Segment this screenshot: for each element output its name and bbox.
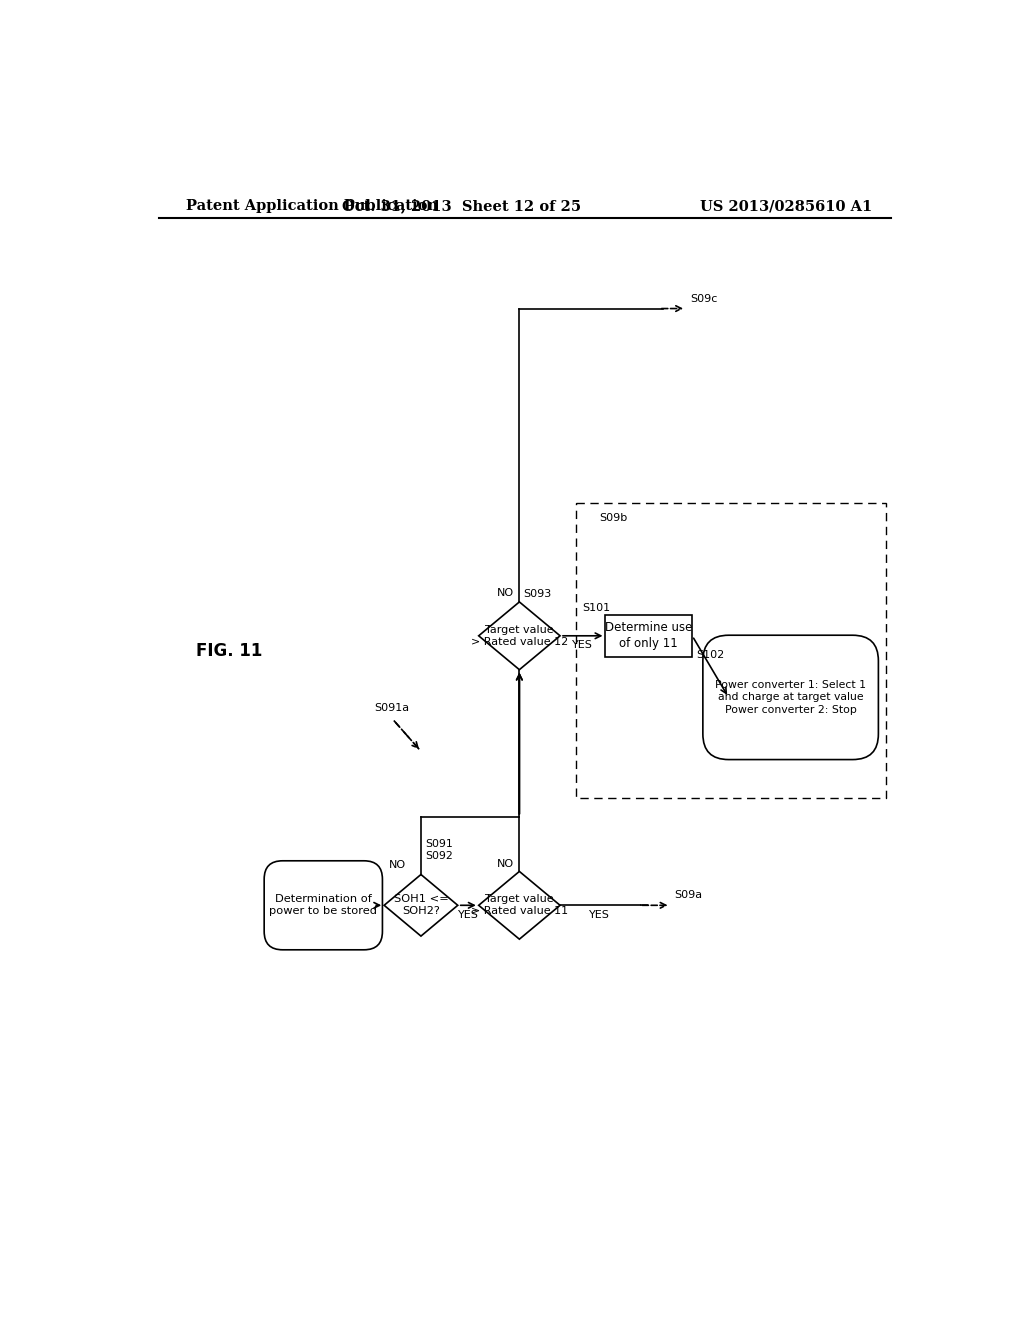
Text: Power converter 1: Select 1
and charge at target value
Power converter 2: Stop: Power converter 1: Select 1 and charge a… [715,680,866,715]
Bar [605,615,692,657]
Text: Oct. 31, 2013  Sheet 12 of 25: Oct. 31, 2013 Sheet 12 of 25 [342,199,581,213]
Text: S101: S101 [583,603,610,614]
Bar [575,503,886,797]
Text: S09b: S09b [599,512,628,523]
Text: Target value
> Rated value 11: Target value > Rated value 11 [471,894,568,916]
Text: NO: NO [497,587,514,598]
Text: YES: YES [590,909,610,920]
Text: S091
S092: S091 S092 [425,840,453,861]
Text: YES: YES [458,909,478,920]
Text: S09c: S09c [690,293,717,304]
Text: S091a: S091a [374,702,409,713]
Text: NO: NO [497,859,514,869]
Text: Patent Application Publication: Patent Application Publication [186,199,438,213]
Text: S09a: S09a [675,890,702,900]
Text: SOH1 <=
SOH2?: SOH1 <= SOH2? [393,894,449,916]
Text: S093: S093 [523,589,552,599]
Text: FIG. 11: FIG. 11 [196,643,262,660]
Text: Target value
> Rated value 12: Target value > Rated value 12 [471,624,568,647]
Text: Determine use
of only 11: Determine use of only 11 [605,622,692,651]
Text: S102: S102 [696,649,725,660]
Text: Determination of
power to be stored: Determination of power to be stored [269,894,377,916]
Text: NO: NO [389,861,407,870]
Text: YES: YES [572,640,593,649]
Text: US 2013/0285610 A1: US 2013/0285610 A1 [699,199,872,213]
